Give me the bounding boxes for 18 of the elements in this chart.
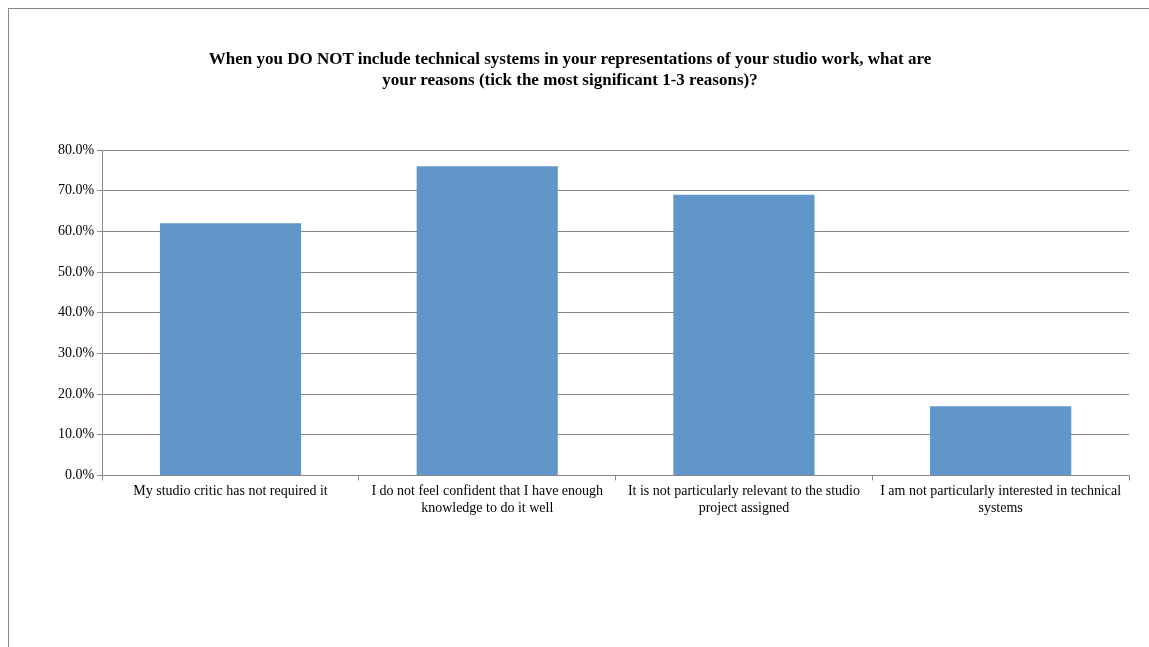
y-tick-label: 50.0% <box>57 263 95 279</box>
chart-title: When you DO NOT include technical systems in your representations of your studio work, what are your reasons (tick the most significant 1-3 reasons)? <box>207 48 933 90</box>
bar <box>930 406 1072 475</box>
x-tick-label: My studio critic has not required it <box>133 483 328 499</box>
y-tick-label: 80.0% <box>57 141 95 157</box>
y-tick-label: 70.0% <box>57 182 95 198</box>
y-tick-label: 40.0% <box>57 304 95 320</box>
y-tick-label: 60.0% <box>57 223 95 239</box>
bar <box>673 194 815 475</box>
x-tick-label: I am not particularly interested in technical systems <box>880 483 1122 516</box>
bar <box>159 223 302 475</box>
y-tick-label: 10.0% <box>57 426 95 442</box>
bar <box>416 166 558 475</box>
y-tick-label: 30.0% <box>57 345 95 361</box>
x-tick-label: It is not particularly relevant to the studio project assigned <box>627 483 860 516</box>
y-tick-label: 20.0% <box>57 385 95 401</box>
x-tick-label: I do not feel confident that I have enough knowledge to do it well <box>371 483 604 516</box>
y-tick-label: 0.0% <box>64 467 95 483</box>
